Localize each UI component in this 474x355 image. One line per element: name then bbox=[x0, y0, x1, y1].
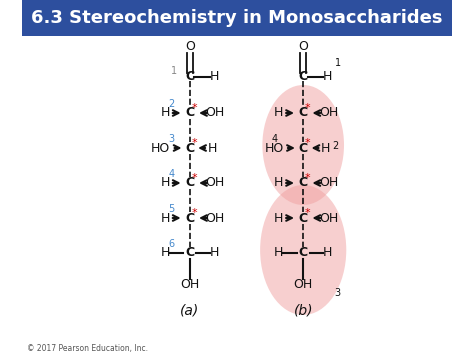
Text: H: H bbox=[323, 246, 332, 260]
Text: H: H bbox=[323, 71, 332, 83]
Text: 3: 3 bbox=[335, 288, 341, 298]
Text: *: * bbox=[305, 138, 310, 148]
Text: H: H bbox=[210, 71, 219, 83]
Text: C: C bbox=[185, 212, 194, 224]
Text: (a): (a) bbox=[180, 303, 200, 317]
Text: H: H bbox=[208, 142, 217, 154]
FancyBboxPatch shape bbox=[22, 0, 452, 36]
Text: *: * bbox=[191, 103, 197, 113]
Text: OH: OH bbox=[319, 106, 338, 120]
Text: *: * bbox=[191, 173, 197, 183]
Text: H: H bbox=[161, 246, 170, 260]
Text: OH: OH bbox=[206, 212, 225, 224]
Ellipse shape bbox=[263, 85, 344, 205]
Text: C: C bbox=[299, 176, 308, 190]
Text: C: C bbox=[185, 71, 194, 83]
Text: HO: HO bbox=[264, 142, 284, 154]
Text: *: * bbox=[305, 103, 310, 113]
Text: OH: OH bbox=[206, 176, 225, 190]
Text: H: H bbox=[161, 212, 170, 224]
Text: C: C bbox=[299, 106, 308, 120]
Text: *: * bbox=[191, 138, 197, 148]
Text: O: O bbox=[185, 40, 195, 54]
Text: HO: HO bbox=[151, 142, 171, 154]
Text: 6.3 Stereochemistry in Monosaccharides: 6.3 Stereochemistry in Monosaccharides bbox=[31, 9, 443, 27]
Text: OH: OH bbox=[180, 279, 200, 291]
Text: *: * bbox=[305, 208, 310, 218]
Text: H: H bbox=[274, 246, 283, 260]
Text: OH: OH bbox=[319, 212, 338, 224]
Text: 6: 6 bbox=[169, 239, 175, 249]
Text: 4: 4 bbox=[271, 134, 277, 144]
Text: C: C bbox=[299, 212, 308, 224]
Ellipse shape bbox=[260, 185, 346, 315]
Text: H: H bbox=[274, 176, 283, 190]
Text: H: H bbox=[161, 176, 170, 190]
Text: 2: 2 bbox=[333, 141, 339, 151]
Text: 2: 2 bbox=[169, 99, 175, 109]
Text: C: C bbox=[299, 142, 308, 154]
Text: 5: 5 bbox=[169, 204, 175, 214]
Text: *: * bbox=[191, 208, 197, 218]
Text: H: H bbox=[210, 246, 219, 260]
Text: *: * bbox=[305, 173, 310, 183]
Text: C: C bbox=[185, 142, 194, 154]
Text: C: C bbox=[185, 176, 194, 190]
Text: 1: 1 bbox=[171, 66, 177, 76]
Text: C: C bbox=[299, 246, 308, 260]
Text: O: O bbox=[298, 40, 308, 54]
Text: H: H bbox=[161, 106, 170, 120]
Text: OH: OH bbox=[206, 106, 225, 120]
Text: (b): (b) bbox=[293, 303, 313, 317]
Text: H: H bbox=[274, 212, 283, 224]
Text: C: C bbox=[185, 246, 194, 260]
Text: 1: 1 bbox=[335, 58, 341, 68]
Text: © 2017 Pearson Education, Inc.: © 2017 Pearson Education, Inc. bbox=[27, 344, 147, 353]
Text: C: C bbox=[299, 71, 308, 83]
Text: OH: OH bbox=[319, 176, 338, 190]
Text: H: H bbox=[321, 142, 330, 154]
Text: OH: OH bbox=[293, 279, 313, 291]
Text: H: H bbox=[274, 106, 283, 120]
Text: C: C bbox=[185, 106, 194, 120]
Text: 4: 4 bbox=[169, 169, 175, 179]
Text: 3: 3 bbox=[169, 134, 175, 144]
